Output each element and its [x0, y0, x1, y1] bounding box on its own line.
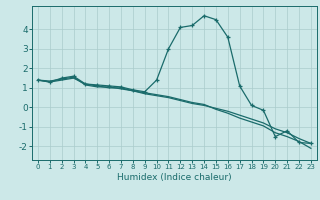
X-axis label: Humidex (Indice chaleur): Humidex (Indice chaleur) [117, 173, 232, 182]
